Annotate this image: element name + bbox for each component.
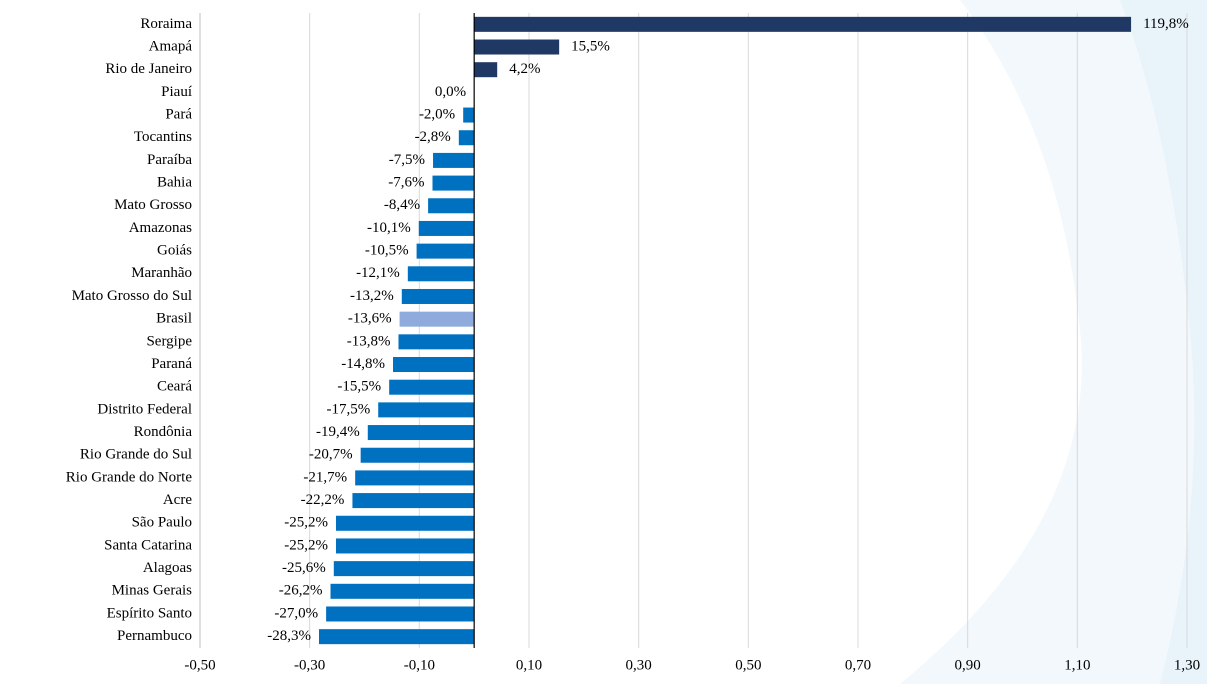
x-tick-label: 1,10 <box>1064 657 1090 673</box>
value-label: -27,0% <box>274 605 318 621</box>
bar <box>401 288 475 304</box>
y-tick-label: Mato Grosso do Sul <box>72 288 192 304</box>
bar <box>389 379 475 395</box>
x-tick-label: 0,70 <box>845 657 871 673</box>
value-label: 4,2% <box>509 61 540 77</box>
x-tick-label: 0,30 <box>626 657 652 673</box>
bar <box>463 107 475 123</box>
value-label: -2,8% <box>415 129 451 145</box>
x-tick-label: -0,10 <box>404 657 435 673</box>
y-tick-label: Bahia <box>157 175 192 191</box>
value-label: -22,2% <box>301 492 345 508</box>
y-tick-label: Minas Gerais <box>112 583 193 599</box>
bar <box>398 334 475 350</box>
bar <box>428 198 475 214</box>
value-label: -19,4% <box>316 424 360 440</box>
y-tick-label: Pará <box>165 106 192 122</box>
bar <box>352 493 475 509</box>
value-label: -25,2% <box>284 515 328 531</box>
y-tick-label: Pernambuco <box>117 628 192 644</box>
bar <box>335 538 475 554</box>
y-tick-label: Amapá <box>149 38 193 54</box>
bar <box>393 357 475 373</box>
y-tick-label: Goiás <box>157 243 192 259</box>
value-label: -7,5% <box>389 152 425 168</box>
bar <box>458 130 475 146</box>
y-tick-label: Acre <box>163 492 192 508</box>
value-label: -21,7% <box>303 469 347 485</box>
bar <box>326 606 475 622</box>
value-label: 15,5% <box>571 38 610 54</box>
x-tick-label: 0,10 <box>516 657 542 673</box>
y-tick-label: Brasil <box>156 311 192 327</box>
y-tick-label: Rio Grande do Sul <box>80 447 192 463</box>
bar <box>432 175 475 191</box>
x-tick-label: -0,50 <box>184 657 215 673</box>
bar <box>474 16 1132 32</box>
background-decoration <box>900 0 1207 684</box>
bar <box>360 447 475 463</box>
x-tick-label: 0,90 <box>955 657 981 673</box>
bar <box>433 152 475 168</box>
y-tick-label: Paraná <box>151 356 192 372</box>
bar <box>378 402 475 418</box>
value-label: -28,3% <box>267 628 311 644</box>
value-label: -2,0% <box>419 106 455 122</box>
value-label: -26,2% <box>279 583 323 599</box>
y-tick-label: Mato Grosso <box>114 197 192 213</box>
value-label: -14,8% <box>341 356 385 372</box>
y-tick-label: São Paulo <box>132 515 192 531</box>
value-label: -13,8% <box>347 333 391 349</box>
bar <box>407 266 475 282</box>
bar <box>318 629 475 645</box>
y-tick-label: Paraíba <box>147 152 192 168</box>
value-label: -25,6% <box>282 560 326 576</box>
bar <box>418 220 475 236</box>
y-tick-label: Maranhão <box>131 265 192 281</box>
bar <box>416 243 475 259</box>
value-label: -13,6% <box>348 311 392 327</box>
x-tick-label: 0,50 <box>735 657 761 673</box>
y-tick-label: Roraima <box>140 16 192 32</box>
value-label: -12,1% <box>356 265 400 281</box>
value-label: -15,5% <box>337 379 381 395</box>
value-label: -25,2% <box>284 537 328 553</box>
bar <box>474 39 560 55</box>
y-tick-label: Amazonas <box>129 220 192 236</box>
y-tick-label: Rondônia <box>134 424 193 440</box>
x-tick-label: -0,30 <box>294 657 325 673</box>
bar <box>335 515 475 531</box>
value-label: -10,5% <box>365 243 409 259</box>
bar <box>333 561 475 577</box>
y-tick-label: Rio Grande do Norte <box>66 469 193 485</box>
y-tick-label: Piauí <box>161 84 192 100</box>
value-label: -7,6% <box>388 175 424 191</box>
x-tick-label: 1,30 <box>1174 657 1200 673</box>
y-tick-label: Santa Catarina <box>104 537 192 553</box>
y-tick-label: Espírito Santo <box>107 605 192 621</box>
bar <box>355 470 475 486</box>
value-label: -8,4% <box>384 197 420 213</box>
y-tick-label: Rio de Janeiro <box>105 61 192 77</box>
value-label: -17,5% <box>326 401 370 417</box>
y-tick-label: Sergipe <box>146 333 192 349</box>
y-tick-label: Tocantins <box>134 129 192 145</box>
value-label: -10,1% <box>367 220 411 236</box>
y-tick-label: Ceará <box>157 379 192 395</box>
value-label: -20,7% <box>309 447 353 463</box>
y-tick-label: Distrito Federal <box>97 401 192 417</box>
value-label: -13,2% <box>350 288 394 304</box>
bar <box>330 583 475 599</box>
bar <box>367 425 475 441</box>
value-label: 0,0% <box>435 84 466 100</box>
value-label: 119,8% <box>1143 16 1189 32</box>
y-tick-label: Alagoas <box>143 560 192 576</box>
bar <box>474 62 498 78</box>
bar <box>399 311 475 327</box>
